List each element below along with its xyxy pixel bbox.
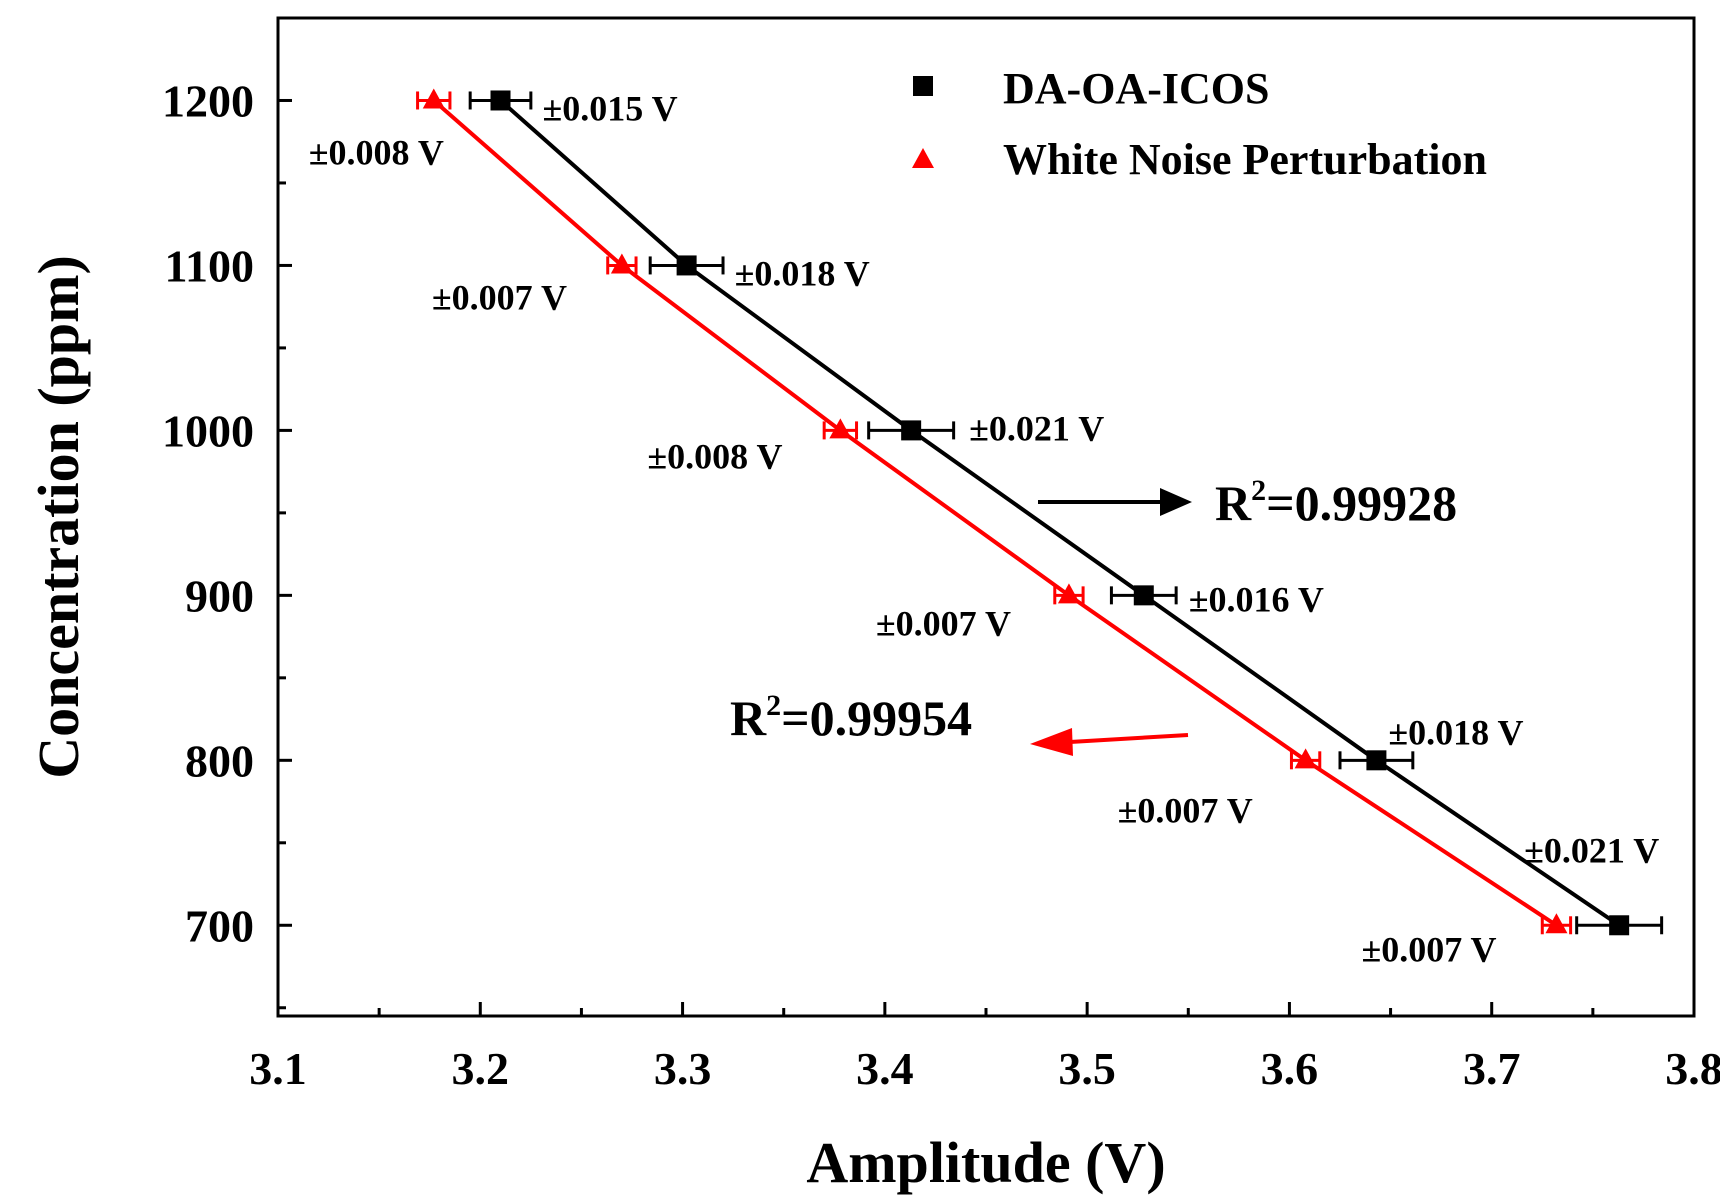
error-label-da-oa-icos: ±0.016 V [1189,579,1324,619]
legend-marker-triangle [912,148,934,168]
error-label-white-noise: ±0.007 V [1118,790,1253,830]
r2-annotation-red: R2=0.99954 [730,689,1189,756]
arrow-red-shaft [1069,733,1189,744]
data-point-da-oa-icos [901,420,922,441]
data-point-da-oa-icos [1609,915,1630,936]
legend-label-da-oa-icos: DA-OA-ICOS [1003,64,1269,113]
data-point-white-noise [610,253,633,274]
y-tick-label: 800 [185,735,254,786]
x-tick-label: 3.8 [1665,1043,1720,1094]
legend-marker-square [913,76,933,96]
data-point-white-noise [422,88,445,109]
series-line-white-noise [432,98,1558,927]
series-layer [416,88,1664,936]
r2-letter: R [730,690,767,746]
data-point-white-noise [1294,748,1317,769]
y-tick-label: 1000 [162,405,254,456]
x-axis-title: Amplitude (V) [806,1130,1165,1195]
data-point-da-oa-icos [490,90,511,111]
data-point-da-oa-icos [1366,750,1387,771]
x-axis-ticks: 3.1 3.2 3.3 3.4 3.5 3.6 3.7 3.8 [249,1002,1720,1094]
arrow-black-head [1160,488,1192,516]
data-point-white-noise [1545,913,1568,934]
r2-label-red: R2=0.99954 [730,689,972,746]
y-tick-label: 1200 [162,75,254,126]
x-tick-label: 3.7 [1463,1043,1521,1094]
error-label-white-noise: ±0.007 V [876,603,1011,643]
error-label-white-noise: ±0.007 V [1361,929,1496,969]
x-tick-label: 3.3 [654,1043,712,1094]
legend: DA-OA-ICOS White Noise Perturbation [912,64,1487,184]
error-label-da-oa-icos: ±0.018 V [1388,712,1523,752]
error-label-da-oa-icos: ±0.021 V [1524,830,1659,870]
data-point-white-noise [829,418,852,439]
x-tick-label: 3.2 [452,1043,510,1094]
r2-annotation-black: R2=0.99928 [1038,474,1457,531]
error-label-da-oa-icos: ±0.018 V [735,253,870,293]
error-label-white-noise: ±0.007 V [432,277,567,317]
y-axis-title: Concentration (ppm) [26,255,91,779]
data-point-white-noise [1057,583,1080,604]
y-tick-label: 700 [185,900,254,951]
error-label-da-oa-icos: ±0.015 V [543,88,678,128]
arrow-red-head [1030,728,1073,756]
data-point-da-oa-icos [1133,585,1154,606]
r2-value: =0.99954 [781,690,972,746]
r2-superscript: 2 [1251,474,1266,507]
x-tick-label: 3.1 [249,1043,307,1094]
error-label-da-oa-icos: ±0.021 V [969,408,1104,448]
error-labels: ±0.015 V ±0.018 V ±0.021 V ±0.016 V ±0.018 V… [309,88,1660,969]
series-line-da-oa-icos [499,98,1621,927]
error-label-white-noise: ±0.008 V [647,436,782,476]
x-tick-label: 3.5 [1058,1043,1116,1094]
legend-label-white-noise: White Noise Perturbation [1003,135,1487,184]
y-tick-label: 900 [185,570,254,621]
r2-letter: R [1215,475,1252,531]
r2-value: =0.99928 [1266,475,1457,531]
x-tick-label: 3.6 [1261,1043,1319,1094]
data-point-da-oa-icos [676,255,697,276]
r2-label-black: R2=0.99928 [1215,474,1457,531]
y-axis-ticks: 700 800 900 1000 1100 1200 [162,16,292,1010]
error-label-white-noise: ±0.008 V [309,132,444,172]
x-tick-label: 3.4 [856,1043,914,1094]
r2-superscript: 2 [766,689,781,722]
y-tick-label: 1100 [165,240,254,291]
